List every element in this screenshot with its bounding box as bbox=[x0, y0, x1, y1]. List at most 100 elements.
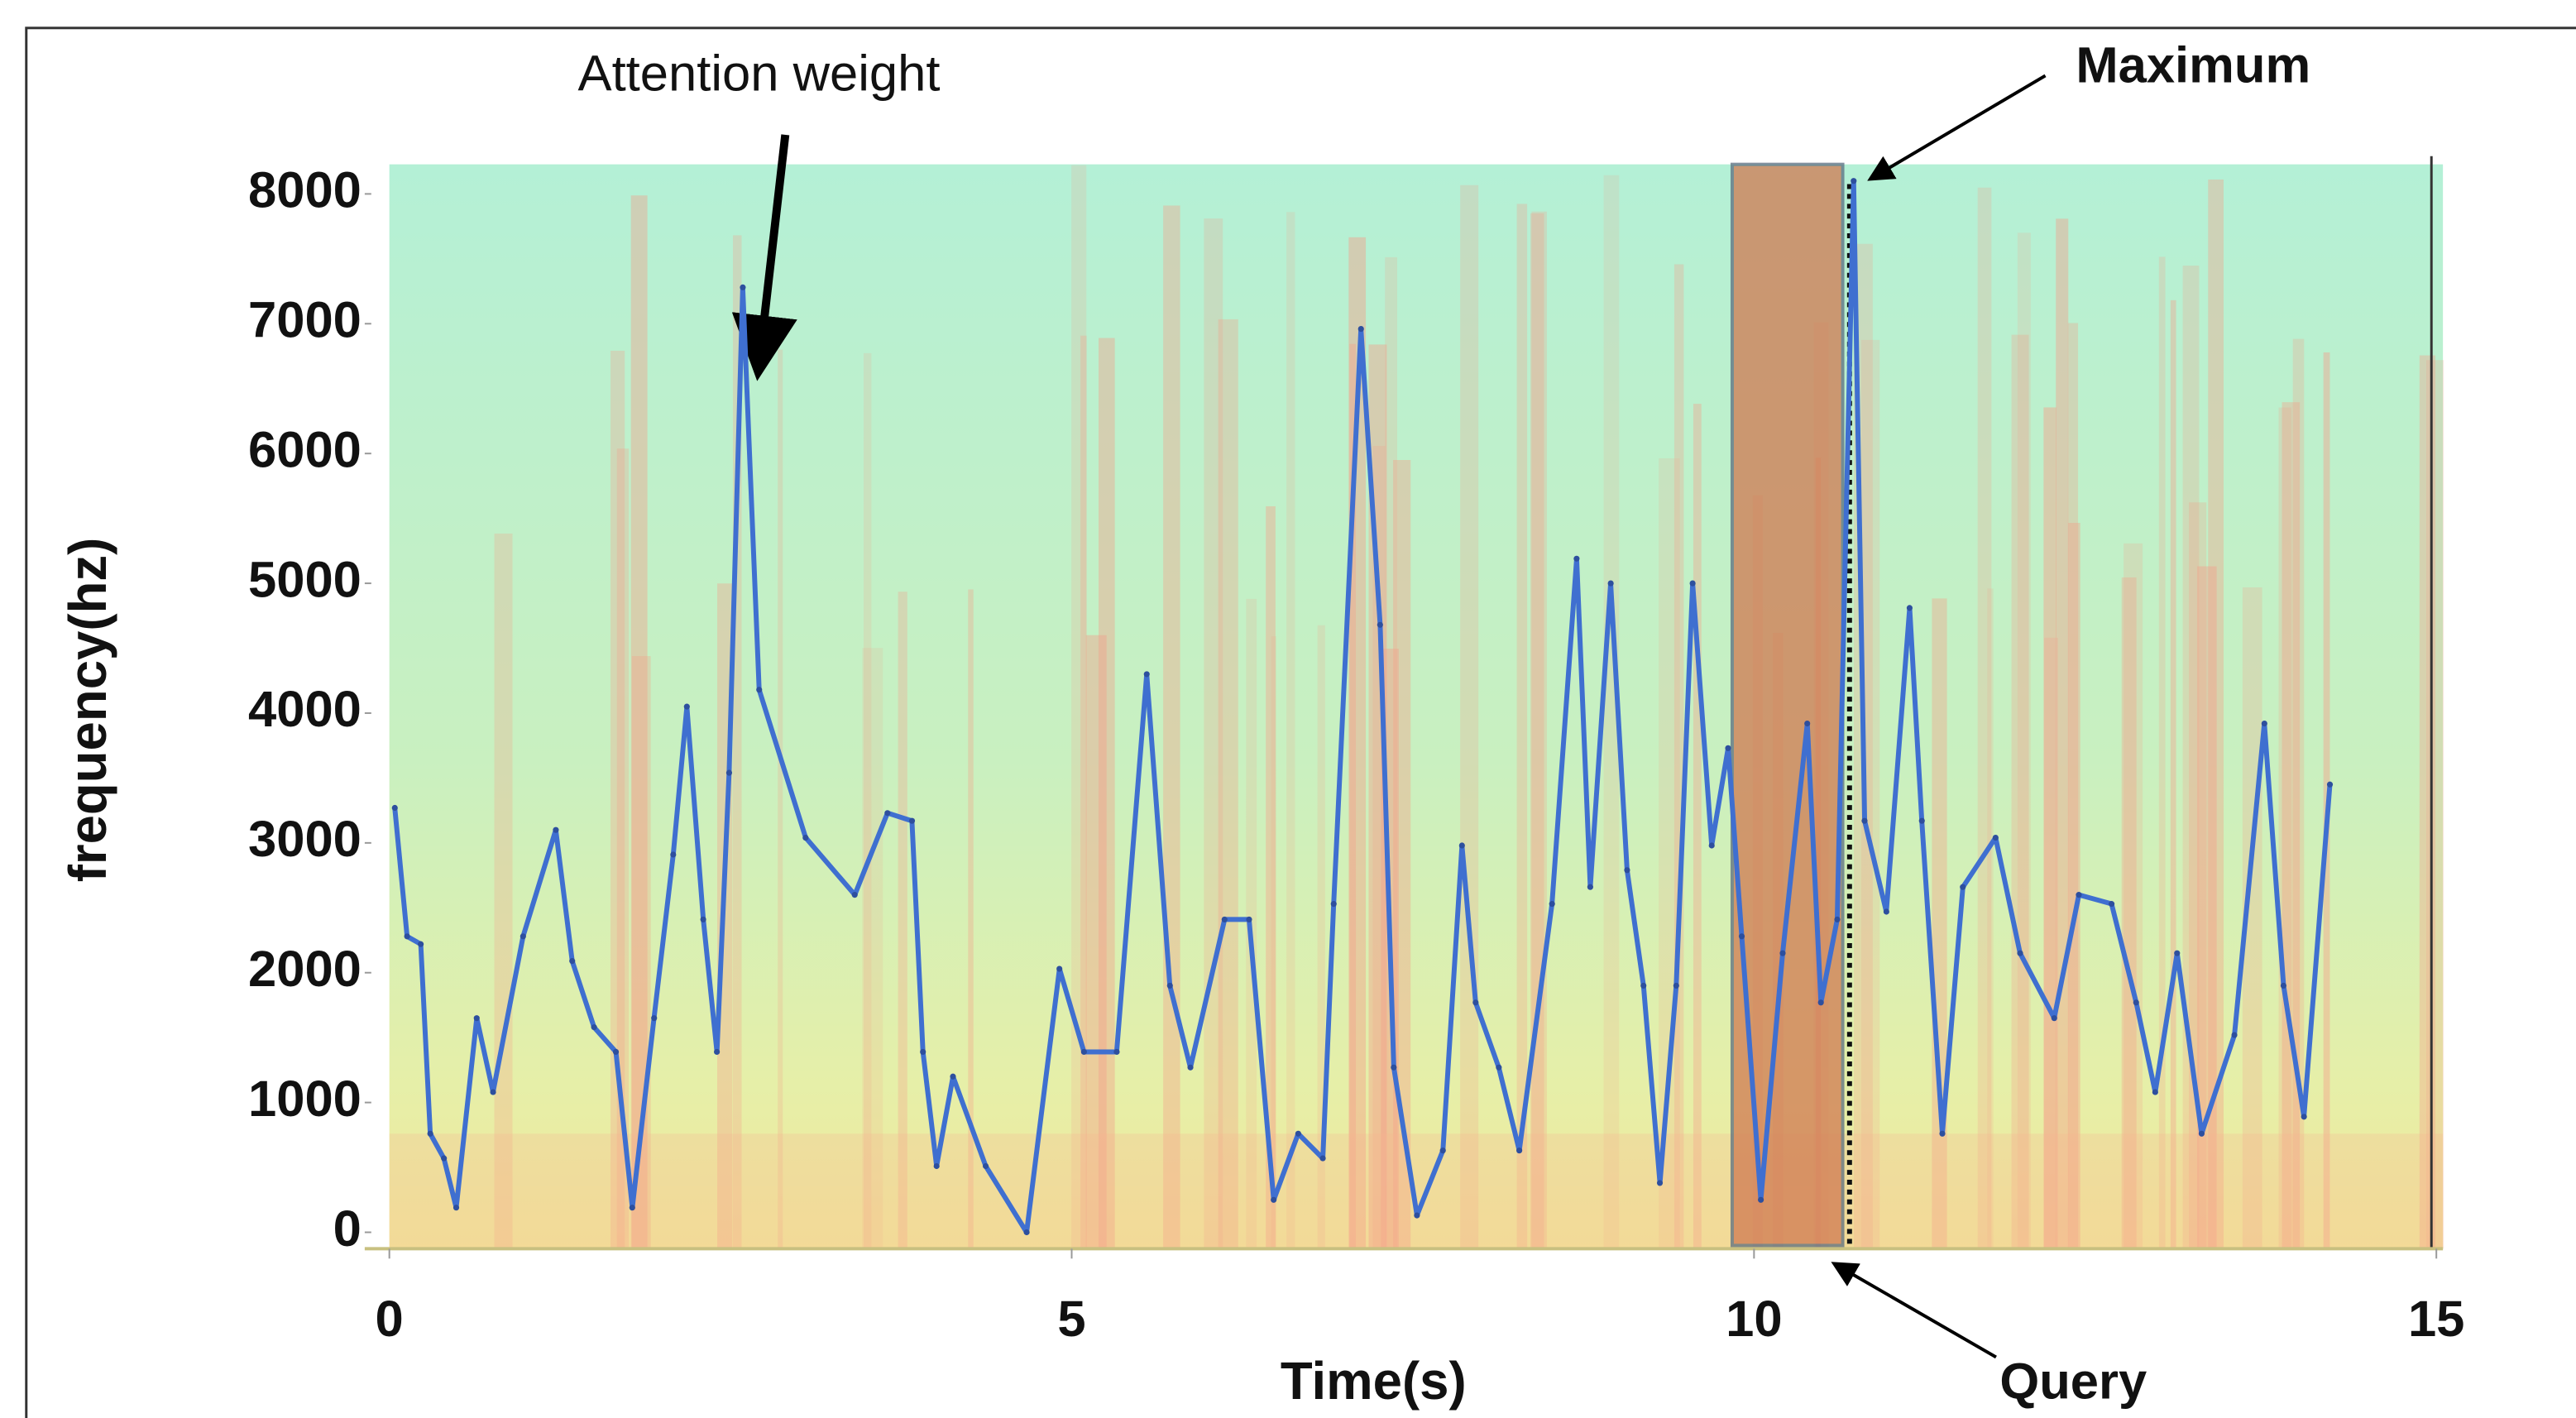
spectrogram-band bbox=[1531, 211, 1547, 1249]
attention-point bbox=[933, 1162, 940, 1170]
y-tick-label: 1000 bbox=[248, 1071, 362, 1128]
annotation: Maximum bbox=[2076, 37, 2310, 94]
x-tick-label: 15 bbox=[2408, 1291, 2464, 1348]
y-tick-label: 2000 bbox=[248, 941, 362, 998]
attention-point bbox=[1166, 982, 1173, 989]
attention-point bbox=[1673, 982, 1679, 989]
attention-point bbox=[1758, 1196, 1764, 1203]
attention-point bbox=[569, 958, 576, 965]
annotation-arrow bbox=[1831, 1262, 1997, 1359]
attention-point bbox=[1804, 720, 1811, 727]
attention-point bbox=[2231, 1032, 2238, 1038]
annotation-arrow bbox=[1867, 74, 2047, 181]
attention-point bbox=[1458, 842, 1465, 849]
spectrogram-band bbox=[2043, 637, 2058, 1249]
attention-point bbox=[700, 916, 706, 922]
spectrogram-band bbox=[2011, 334, 2029, 1249]
spectrogram-band bbox=[1659, 457, 1680, 1249]
y-axis-label: frequency(hz) bbox=[59, 538, 117, 883]
spectrogram-band bbox=[2208, 179, 2224, 1249]
attention-point bbox=[520, 933, 526, 940]
spectrogram-band bbox=[1271, 636, 1276, 1249]
spectrogram-band bbox=[2158, 256, 2166, 1249]
y-tick-label: 7000 bbox=[248, 292, 362, 349]
y-tick-label: 8000 bbox=[248, 162, 362, 219]
attention-point bbox=[908, 817, 916, 824]
spectrogram-band bbox=[2282, 402, 2301, 1249]
spectrogram-band bbox=[1218, 319, 1238, 1249]
spectrogram-band bbox=[610, 350, 625, 1249]
spectrogram-band bbox=[898, 592, 907, 1249]
attention-point bbox=[1656, 1180, 1664, 1186]
attention-point bbox=[1851, 178, 1857, 184]
spectrogram-floor bbox=[389, 1133, 2444, 1249]
spectrogram-band bbox=[1393, 459, 1411, 1249]
attention-point bbox=[452, 1205, 460, 1211]
spectrogram-band bbox=[1516, 204, 1528, 1249]
attention-point bbox=[591, 1024, 597, 1031]
attention-point bbox=[629, 1205, 635, 1211]
attention-point bbox=[1883, 908, 1889, 915]
x-tick-label: 0 bbox=[376, 1291, 404, 1348]
spectrogram-band bbox=[2124, 543, 2143, 1249]
spectrogram-band bbox=[1860, 339, 1880, 1249]
attention-point bbox=[2133, 999, 2139, 1006]
attention-point bbox=[1187, 1064, 1194, 1071]
spectrogram-band bbox=[1932, 598, 1947, 1249]
spectrogram-band bbox=[1349, 343, 1357, 1249]
attention-point bbox=[404, 933, 410, 940]
spectrogram-band bbox=[2017, 232, 2031, 1249]
attention-point bbox=[553, 826, 559, 833]
attention-point bbox=[983, 1162, 989, 1170]
spectrogram-band bbox=[616, 448, 630, 1249]
attention-point bbox=[1861, 817, 1868, 824]
attention-point bbox=[2017, 950, 2023, 956]
spectrogram-band bbox=[1460, 184, 1479, 1249]
spectrogram-band bbox=[1317, 625, 1325, 1249]
attention-point bbox=[1023, 1229, 1030, 1236]
x-tick-label: 5 bbox=[1057, 1291, 1085, 1348]
attention-point bbox=[1377, 621, 1383, 628]
y-tick-label: 3000 bbox=[248, 811, 362, 868]
attention-point bbox=[2198, 1130, 2205, 1137]
attention-point bbox=[1960, 884, 1966, 890]
spectrogram-band bbox=[2067, 323, 2079, 1249]
x-tick-label: 10 bbox=[1726, 1291, 1782, 1348]
attention-point bbox=[714, 1048, 721, 1056]
attention-point bbox=[2301, 1114, 2307, 1120]
attention-point bbox=[1113, 1048, 1120, 1056]
spectrogram-band bbox=[2121, 577, 2137, 1249]
attention-point bbox=[1573, 555, 1580, 562]
attention-point bbox=[2076, 892, 2082, 898]
attention-point bbox=[427, 1130, 433, 1137]
y-tick-label: 0 bbox=[333, 1200, 362, 1258]
spectrogram-band bbox=[1163, 205, 1180, 1249]
attention-point bbox=[756, 687, 763, 693]
y-tick-label: 5000 bbox=[248, 551, 362, 608]
attention-point bbox=[1906, 605, 1913, 611]
attention-point bbox=[2261, 720, 2267, 727]
attention-point bbox=[391, 804, 398, 812]
attention-point bbox=[851, 892, 858, 898]
y-tick-label: 4000 bbox=[248, 681, 362, 738]
spectrogram-band bbox=[1673, 264, 1684, 1249]
spectrogram-band bbox=[2170, 299, 2176, 1249]
spectrogram-band bbox=[630, 195, 648, 1249]
spectrogram-band bbox=[2182, 266, 2200, 1249]
attention-point bbox=[1391, 1064, 1397, 1071]
attention-point bbox=[2280, 982, 2287, 989]
spectrogram-band bbox=[2242, 587, 2262, 1249]
spectrogram-band bbox=[1071, 165, 1087, 1249]
attention-point bbox=[1330, 901, 1337, 908]
attention-point bbox=[490, 1089, 496, 1095]
spectrogram-band bbox=[2278, 407, 2291, 1249]
attention-point bbox=[920, 1048, 926, 1056]
attention-point bbox=[1319, 1155, 1326, 1162]
x-axis-label: Time(s) bbox=[1281, 1352, 1467, 1411]
attention-point bbox=[1056, 965, 1063, 972]
attention-point bbox=[1143, 671, 1150, 678]
spectrogram-band bbox=[1987, 588, 1994, 1249]
attention-point bbox=[1246, 916, 1252, 922]
